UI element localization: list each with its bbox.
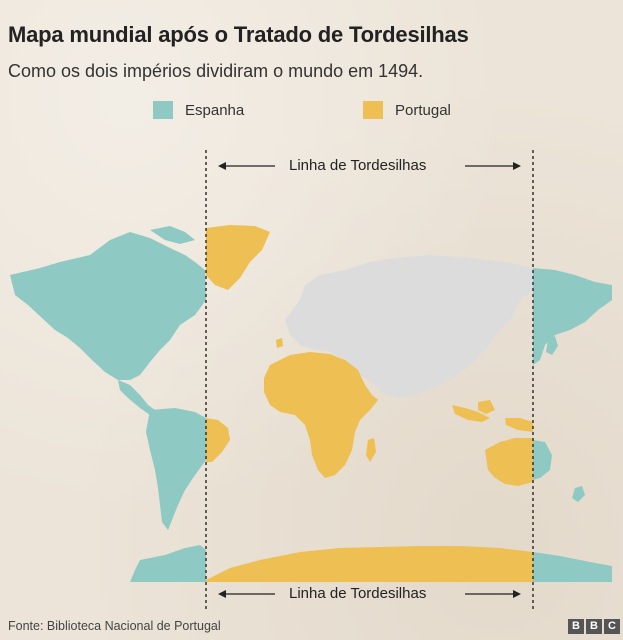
- arrowhead-top-right: [513, 162, 521, 170]
- japan-spain: [546, 336, 558, 355]
- legend-label-spain: Espanha: [185, 101, 245, 119]
- bbc-logo-letter: C: [604, 619, 620, 634]
- antarctica-west-spain: [130, 545, 206, 582]
- south-america-spain: [146, 408, 206, 530]
- legend-item-portugal: Portugal: [363, 100, 451, 120]
- australia-east-spain: [533, 440, 552, 480]
- antarctica-east-spain: [533, 552, 612, 582]
- borneo-portugal: [478, 400, 495, 414]
- arctic-islands-spain: [150, 226, 195, 244]
- madagascar-portugal: [366, 438, 376, 462]
- antarctica-portugal: [206, 546, 533, 582]
- iberia-portugal: [276, 338, 283, 348]
- arrowhead-bottom-right: [513, 590, 521, 598]
- greenland-portugal: [206, 225, 270, 290]
- bbc-logo-letter: B: [568, 619, 584, 634]
- legend-label-portugal: Portugal: [395, 101, 451, 119]
- map-subtitle: Como os dois impérios dividiram o mundo …: [8, 61, 424, 81]
- map-title: Mapa mundial após o Tratado de Tordesilh…: [8, 22, 469, 47]
- legend-swatch-portugal: [363, 101, 383, 119]
- world-map: [10, 150, 612, 610]
- australia-portugal: [485, 438, 533, 486]
- legend-swatch-spain: [153, 101, 173, 119]
- arrowhead-top-left: [218, 162, 226, 170]
- north-america-spain: [10, 232, 206, 380]
- indonesia-portugal: [452, 405, 490, 422]
- central-america-spain: [118, 380, 155, 415]
- line-label-top: Linha de Tordesilhas: [289, 157, 427, 174]
- source-footer: Fonte: Biblioteca Nacional de Portugal: [8, 619, 221, 633]
- africa-portugal: [264, 352, 378, 478]
- line-label-bottom: Linha de Tordesilhas: [289, 585, 427, 602]
- bbc-logo: B B C: [568, 619, 620, 634]
- arrowhead-bottom-left: [218, 590, 226, 598]
- new-zealand-spain: [572, 486, 585, 502]
- east-asia-spain: [533, 268, 612, 365]
- new-guinea-portugal: [505, 418, 533, 432]
- legend-item-spain: Espanha: [153, 100, 244, 120]
- brazil-portugal: [206, 418, 230, 462]
- eurasia-neutral: [285, 255, 533, 398]
- bbc-logo-letter: B: [586, 619, 602, 634]
